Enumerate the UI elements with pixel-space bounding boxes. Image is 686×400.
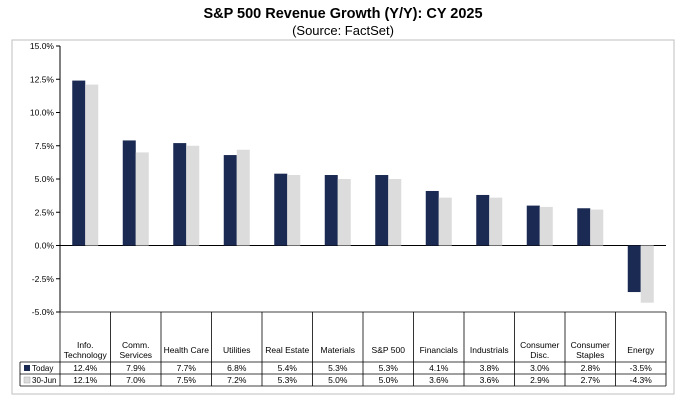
bar [287, 175, 301, 246]
legend-label: Today [32, 364, 53, 373]
legend-key [23, 376, 31, 384]
data-label: 7.2% [227, 375, 247, 385]
category-label: Real Estate [265, 345, 309, 355]
data-label: 7.5% [177, 375, 197, 385]
data-label: -3.5% [630, 363, 653, 373]
chart-title: S&P 500 Revenue Growth (Y/Y): CY 2025 [203, 6, 483, 22]
data-label: 12.1% [73, 375, 98, 385]
y-tick-label: 2.5% [35, 207, 55, 217]
category-label: Utilities [223, 345, 250, 355]
data-label: 7.0% [126, 375, 146, 385]
bar [236, 149, 250, 246]
data-label: 2.9% [530, 375, 550, 385]
bar [627, 245, 641, 293]
y-tick-label: 12.5% [30, 74, 55, 84]
bar [539, 206, 553, 246]
data-label: 7.7% [177, 363, 197, 373]
category-label: Technology [64, 350, 108, 360]
chart-border [11, 39, 675, 395]
bar [640, 245, 654, 303]
category-label: Health Care [164, 345, 210, 355]
category-label: Info. [77, 340, 94, 350]
chart-subtitle: (Source: FactSet) [292, 23, 394, 38]
bar [223, 155, 237, 246]
bar [577, 208, 591, 246]
data-label: 2.7% [581, 375, 601, 385]
bar [135, 152, 149, 246]
y-tick-label: -2.5% [32, 274, 55, 284]
category-label: Materials [321, 345, 355, 355]
legend-label: 30-Jun [32, 376, 56, 385]
bar [72, 80, 86, 246]
y-tick-label: -5.0% [32, 307, 55, 317]
y-tick-label: 15.0% [30, 41, 55, 51]
category-label: Services [119, 350, 152, 360]
legend-key [24, 365, 30, 371]
data-label: 5.3% [328, 363, 348, 373]
data-label: 2.8% [581, 363, 601, 373]
bar [186, 145, 200, 246]
data-label: 5.4% [278, 363, 298, 373]
bar [173, 143, 187, 246]
bar [590, 209, 604, 246]
category-label: Staples [576, 350, 604, 360]
bar [85, 84, 99, 246]
data-label: 3.8% [480, 363, 500, 373]
data-label: 5.0% [379, 375, 399, 385]
y-tick-label: 7.5% [35, 141, 55, 151]
bar [388, 179, 402, 246]
data-label: -4.3% [630, 375, 653, 385]
category-label: Financials [420, 345, 458, 355]
data-label: 6.8% [227, 363, 247, 373]
bar [489, 197, 503, 246]
category-label: Consumer [520, 340, 559, 350]
y-tick-label: 5.0% [35, 174, 55, 184]
bar [337, 179, 351, 246]
data-label: 5.3% [278, 375, 298, 385]
category-label: Comm. [122, 340, 149, 350]
bar [274, 173, 288, 246]
data-label: 12.4% [73, 363, 98, 373]
data-label: 5.0% [328, 375, 348, 385]
y-tick-label: 10.0% [30, 108, 55, 118]
category-label: Consumer [571, 340, 610, 350]
bar [438, 197, 452, 246]
data-label: 7.9% [126, 363, 146, 373]
data-label: 4.1% [429, 363, 449, 373]
category-label: S&P 500 [372, 345, 406, 355]
y-tick-label: 0.0% [35, 241, 55, 251]
data-label: 3.6% [480, 375, 500, 385]
bar [122, 140, 136, 246]
bar [476, 194, 490, 246]
bar [375, 175, 389, 246]
data-label: 5.3% [379, 363, 399, 373]
data-label: 3.6% [429, 375, 449, 385]
category-label: Energy [627, 345, 655, 355]
bar [425, 190, 439, 246]
bar [324, 175, 338, 246]
bar [526, 205, 540, 246]
category-label: Industrials [470, 345, 509, 355]
data-label: 3.0% [530, 363, 550, 373]
category-label: Disc. [530, 350, 549, 360]
